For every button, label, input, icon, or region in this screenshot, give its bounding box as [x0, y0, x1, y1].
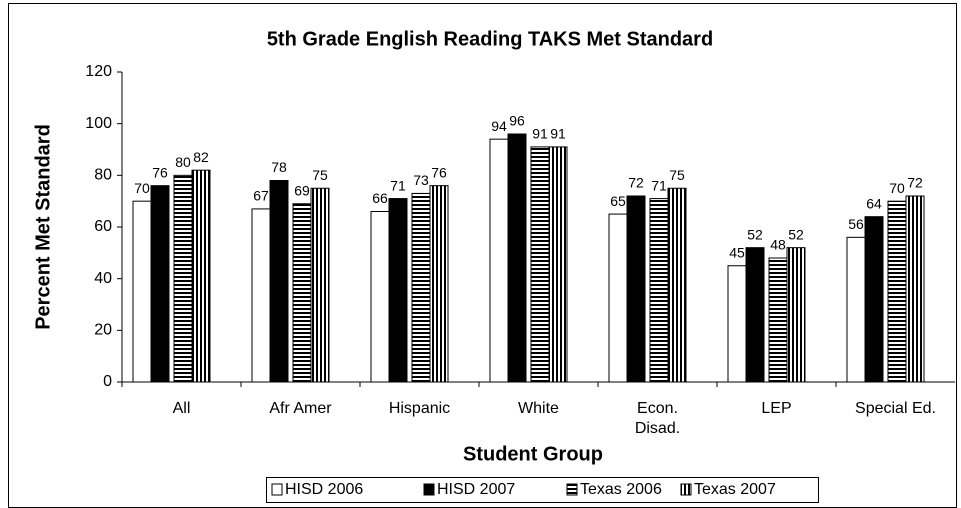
bar — [132, 200, 152, 383]
bar — [905, 195, 925, 383]
chart-title: 5th Grade English Reading TAKS Met Stand… — [267, 28, 713, 50]
x-tick-label: White — [518, 400, 559, 417]
y-tick-label: 40 — [94, 270, 112, 287]
bar — [745, 247, 765, 383]
legend-label: Texas 2007 — [694, 481, 776, 498]
bar — [191, 169, 211, 383]
value-label: 91 — [550, 126, 566, 142]
value-label: 75 — [312, 167, 328, 183]
value-label: 66 — [372, 190, 388, 206]
value-label: 71 — [651, 177, 667, 193]
bar — [768, 257, 788, 383]
value-label: 71 — [390, 177, 406, 193]
legend-label: HISD 2007 — [437, 481, 515, 498]
value-label: 65 — [610, 193, 626, 209]
value-label: 52 — [788, 226, 804, 242]
bar — [292, 203, 312, 383]
bar — [530, 146, 550, 383]
value-label: 76 — [431, 164, 447, 180]
legend-swatch — [680, 483, 692, 496]
y-tick-label: 100 — [85, 115, 112, 132]
bar — [411, 192, 431, 383]
bar — [548, 146, 568, 383]
x-tick-label: Special Ed. — [855, 400, 936, 417]
bar — [667, 187, 687, 383]
bar — [846, 236, 866, 383]
value-label: 52 — [747, 226, 763, 242]
y-tick-label: 60 — [94, 218, 112, 235]
y-axis-title: Percent Met Standard — [32, 124, 54, 330]
bar — [388, 198, 408, 383]
bar — [251, 208, 271, 383]
y-tick-label: 80 — [94, 167, 112, 184]
x-axis-title: Student Group — [463, 443, 603, 465]
bar — [269, 180, 289, 383]
value-label: 67 — [253, 188, 269, 204]
value-label: 80 — [175, 154, 191, 170]
value-label: 45 — [729, 244, 745, 260]
y-tick-label: 0 — [103, 373, 112, 390]
value-label: 78 — [271, 159, 287, 175]
bar — [150, 185, 170, 383]
value-label: 73 — [413, 172, 429, 188]
value-label: 48 — [770, 237, 786, 253]
legend-swatch — [566, 483, 578, 496]
legend-label: Texas 2006 — [580, 481, 662, 498]
value-label: 94 — [491, 118, 507, 134]
bar — [649, 198, 669, 383]
bar — [727, 265, 747, 383]
value-label: 76 — [152, 164, 168, 180]
value-label: 69 — [294, 182, 310, 198]
legend-label: HISD 2006 — [285, 481, 363, 498]
bar — [626, 195, 646, 383]
value-label: 72 — [628, 175, 644, 191]
x-tick-label: Disad. — [635, 420, 680, 437]
bar — [608, 213, 628, 383]
value-label: 82 — [193, 149, 209, 165]
value-label: 70 — [889, 180, 905, 196]
bar — [310, 187, 330, 383]
value-label: 96 — [509, 113, 525, 129]
x-tick-label: Afr Amer — [269, 400, 332, 417]
bar — [864, 216, 884, 383]
bar — [489, 138, 509, 383]
bar — [173, 174, 193, 383]
value-label: 91 — [532, 126, 548, 142]
y-tick-label: 20 — [94, 322, 112, 339]
value-label: 75 — [669, 167, 685, 183]
x-tick-label: LEP — [761, 400, 791, 417]
x-tick-label: Hispanic — [389, 400, 450, 417]
bar — [507, 133, 527, 383]
value-label: 72 — [907, 175, 923, 191]
value-label: 70 — [134, 180, 150, 196]
legend-box — [266, 477, 819, 503]
bar — [887, 200, 907, 383]
legend-swatch — [423, 483, 435, 496]
y-tick-label: 120 — [85, 63, 112, 80]
bar — [429, 185, 449, 383]
value-label: 64 — [866, 195, 882, 211]
value-label: 56 — [848, 216, 864, 232]
bar — [786, 247, 806, 383]
legend-swatch — [271, 483, 283, 496]
bar — [370, 211, 390, 383]
x-tick-label: All — [173, 400, 191, 417]
x-tick-label: Econ. — [637, 400, 678, 417]
